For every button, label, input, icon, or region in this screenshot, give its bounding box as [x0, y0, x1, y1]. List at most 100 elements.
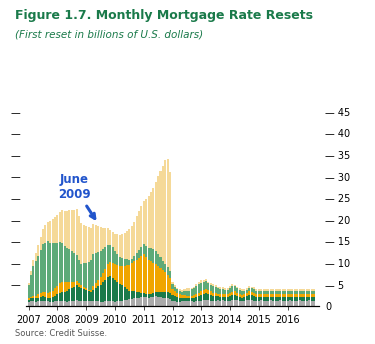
Bar: [272, 297, 274, 301]
Bar: [253, 301, 255, 306]
Bar: [126, 231, 128, 259]
Bar: [274, 297, 277, 301]
Bar: [171, 289, 174, 295]
Bar: [284, 289, 286, 291]
Bar: [306, 297, 308, 301]
Bar: [186, 301, 188, 306]
Bar: [162, 298, 164, 306]
Bar: [78, 287, 80, 301]
Bar: [176, 302, 178, 306]
Bar: [30, 271, 32, 275]
Bar: [289, 291, 291, 294]
Bar: [164, 272, 166, 292]
Bar: [282, 289, 284, 291]
Bar: [262, 291, 265, 294]
Bar: [54, 289, 56, 296]
Bar: [279, 300, 281, 306]
Bar: [143, 254, 145, 293]
Bar: [135, 298, 138, 306]
Bar: [42, 301, 44, 306]
Bar: [59, 283, 61, 293]
Bar: [85, 301, 87, 306]
Bar: [140, 206, 142, 247]
Bar: [83, 264, 85, 287]
Bar: [114, 234, 116, 251]
Bar: [200, 291, 202, 295]
Bar: [253, 289, 255, 293]
Bar: [236, 293, 238, 296]
Bar: [78, 259, 80, 283]
Bar: [159, 171, 162, 257]
Bar: [258, 297, 260, 301]
Bar: [102, 273, 104, 282]
Bar: [205, 289, 207, 293]
Bar: [255, 294, 257, 297]
Bar: [217, 300, 219, 306]
Bar: [262, 294, 265, 297]
Bar: [195, 294, 198, 297]
Bar: [97, 286, 99, 301]
Bar: [258, 289, 260, 291]
Bar: [310, 301, 313, 306]
Bar: [289, 300, 291, 306]
Bar: [265, 294, 267, 297]
Bar: [248, 288, 250, 291]
Bar: [296, 289, 298, 291]
Bar: [64, 246, 66, 282]
Bar: [195, 301, 198, 306]
Bar: [267, 291, 269, 294]
Bar: [111, 232, 114, 247]
Bar: [56, 215, 58, 243]
Bar: [246, 296, 248, 300]
Bar: [152, 262, 154, 293]
Bar: [286, 297, 289, 301]
Bar: [212, 293, 214, 296]
Bar: [279, 294, 281, 297]
Bar: [90, 260, 92, 290]
Bar: [205, 300, 207, 306]
Bar: [147, 248, 150, 260]
Bar: [44, 292, 46, 297]
Bar: [310, 297, 313, 301]
Bar: [64, 282, 66, 292]
Bar: [200, 283, 202, 291]
Bar: [214, 287, 217, 293]
Bar: [107, 277, 109, 301]
Bar: [35, 296, 37, 298]
Bar: [181, 298, 183, 301]
Bar: [85, 262, 87, 289]
Bar: [152, 293, 154, 297]
Bar: [111, 278, 114, 301]
Bar: [205, 281, 207, 289]
Bar: [109, 245, 111, 262]
Bar: [140, 256, 142, 293]
Bar: [37, 294, 39, 298]
Bar: [54, 301, 56, 306]
Bar: [183, 295, 186, 298]
Bar: [294, 294, 296, 297]
Bar: [135, 292, 138, 298]
Bar: [214, 301, 217, 306]
Bar: [188, 301, 190, 306]
Bar: [157, 176, 159, 254]
Bar: [255, 297, 257, 301]
Bar: [222, 300, 224, 306]
Bar: [52, 219, 54, 243]
Bar: [253, 293, 255, 296]
Bar: [313, 297, 315, 301]
Bar: [251, 288, 253, 292]
Bar: [166, 159, 169, 267]
Bar: [291, 291, 293, 294]
Bar: [85, 226, 87, 262]
Bar: [104, 247, 106, 269]
Bar: [40, 237, 42, 250]
Bar: [258, 291, 260, 294]
Bar: [150, 192, 152, 248]
Bar: [217, 288, 219, 294]
Bar: [198, 284, 200, 293]
Bar: [64, 211, 66, 246]
Bar: [37, 245, 39, 256]
Bar: [109, 276, 111, 301]
Bar: [270, 289, 272, 291]
Bar: [104, 269, 106, 280]
